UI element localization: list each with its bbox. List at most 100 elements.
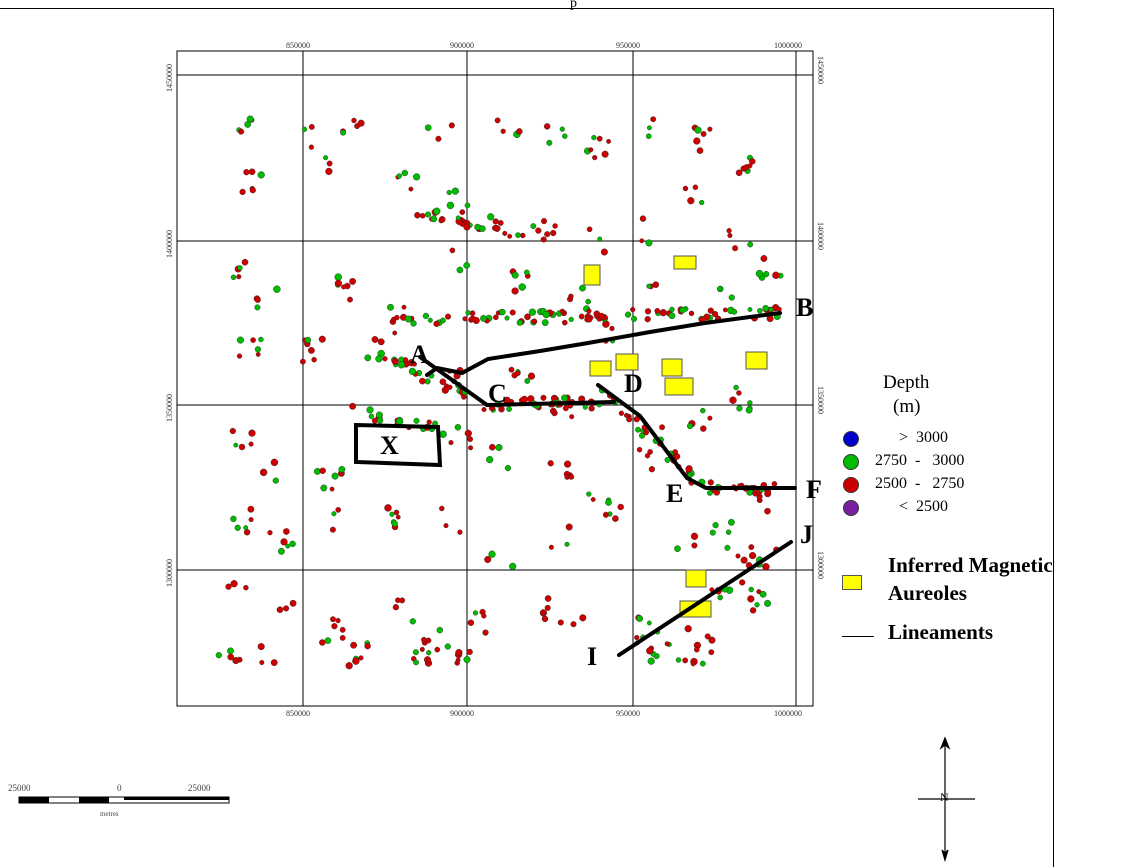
- depth-point: [394, 314, 400, 321]
- depth-point: [674, 545, 681, 553]
- depth-point: [391, 520, 398, 527]
- depth-point: [352, 657, 360, 665]
- depth-point: [238, 128, 245, 135]
- aureole: [685, 569, 707, 588]
- depth-point: [422, 312, 430, 320]
- depth-point: [553, 395, 559, 401]
- depth-point: [568, 293, 574, 300]
- depth-point: [685, 465, 693, 473]
- legend-aureoles-line1: Inferred Magnetic: [888, 553, 1053, 577]
- legend-range-mid-high: 2750 - 3000: [875, 452, 965, 469]
- depth-point: [401, 169, 408, 177]
- depth-point: [691, 542, 698, 549]
- depth-point: [626, 416, 633, 423]
- legend-title-depth: Depth: [883, 372, 930, 393]
- depth-point: [351, 117, 357, 124]
- depth-point: [446, 189, 452, 196]
- depth-point: [636, 447, 643, 453]
- depth-point: [559, 126, 565, 132]
- depth-point: [506, 406, 512, 412]
- point-label-b: B: [796, 293, 813, 322]
- depth-point: [688, 310, 695, 317]
- legend-range-mid-low: 2500 - 2750: [875, 475, 965, 492]
- depth-point: [463, 262, 471, 269]
- depth-point: [233, 442, 239, 448]
- depth-point: [259, 468, 268, 477]
- depth-point: [330, 616, 336, 623]
- depth-point: [371, 336, 379, 343]
- depth-point: [515, 370, 521, 376]
- point-label-e: E: [666, 479, 683, 508]
- map-border: [176, 50, 814, 707]
- depth-point: [546, 139, 553, 146]
- depth-point: [579, 614, 587, 622]
- depth-point: [339, 635, 346, 641]
- depth-point: [462, 316, 468, 322]
- depth-point: [659, 424, 665, 431]
- depth-point: [258, 336, 264, 343]
- depth-point: [427, 317, 433, 323]
- depth-point: [596, 135, 603, 142]
- depth-point: [542, 311, 550, 319]
- depth-point: [227, 647, 234, 655]
- scale-mid-label: 0: [117, 783, 122, 793]
- depth-point: [540, 611, 546, 617]
- depth-point: [241, 258, 249, 266]
- depth-point: [511, 287, 519, 295]
- depth-point: [308, 144, 315, 150]
- depth-point: [463, 656, 471, 664]
- depth-point: [700, 131, 707, 137]
- depth-point: [232, 657, 240, 665]
- depth-point: [446, 201, 455, 210]
- depth-point: [375, 411, 383, 419]
- depth-point: [745, 406, 753, 414]
- depth-point: [276, 606, 284, 614]
- depth-point: [601, 150, 609, 158]
- depth-point: [502, 230, 508, 236]
- depth-point: [488, 443, 496, 451]
- point-label-d: D: [624, 369, 643, 398]
- depth-point: [464, 202, 471, 209]
- depth-point: [482, 629, 489, 636]
- x-tick-labels-bottom: 850000 900000 950000 1000000: [286, 709, 802, 718]
- depth-point: [254, 346, 262, 353]
- depth-point: [396, 173, 402, 179]
- depth-point: [736, 405, 743, 412]
- depth-point: [541, 615, 549, 623]
- legend-range-shallow: < 2500: [875, 498, 949, 515]
- depth-point: [455, 215, 461, 221]
- depth-point: [644, 453, 651, 459]
- depth-point: [419, 377, 426, 385]
- legend-dot-green: [843, 454, 859, 470]
- depth-point: [443, 523, 449, 529]
- point-label-f: F: [806, 475, 822, 504]
- depth-point: [722, 307, 728, 313]
- depth-point: [725, 529, 732, 535]
- depth-point: [438, 217, 444, 224]
- depth-point: [724, 544, 731, 551]
- depth-point: [729, 396, 737, 404]
- depth-point: [457, 529, 463, 535]
- depth-point: [481, 407, 487, 413]
- depth-point: [463, 223, 471, 231]
- depth-point: [449, 247, 456, 254]
- depth-point: [455, 657, 461, 663]
- depth-point: [672, 449, 679, 455]
- y-tick-left-1400000: 1400000: [165, 230, 174, 258]
- depth-point: [708, 649, 715, 656]
- depth-point: [772, 271, 780, 279]
- depth-point: [430, 215, 438, 223]
- depth-point: [635, 426, 641, 433]
- lineament-c-d: [485, 400, 616, 407]
- depth-point: [399, 597, 405, 604]
- depth-point: [424, 124, 432, 131]
- depth-point: [345, 662, 353, 670]
- depth-point: [243, 525, 249, 530]
- depth-point: [565, 523, 573, 531]
- depth-point: [331, 623, 338, 630]
- depth-point: [759, 590, 767, 598]
- depth-point: [255, 351, 261, 357]
- depth-point: [664, 456, 671, 463]
- depth-point: [690, 532, 699, 540]
- depth-point: [425, 211, 432, 218]
